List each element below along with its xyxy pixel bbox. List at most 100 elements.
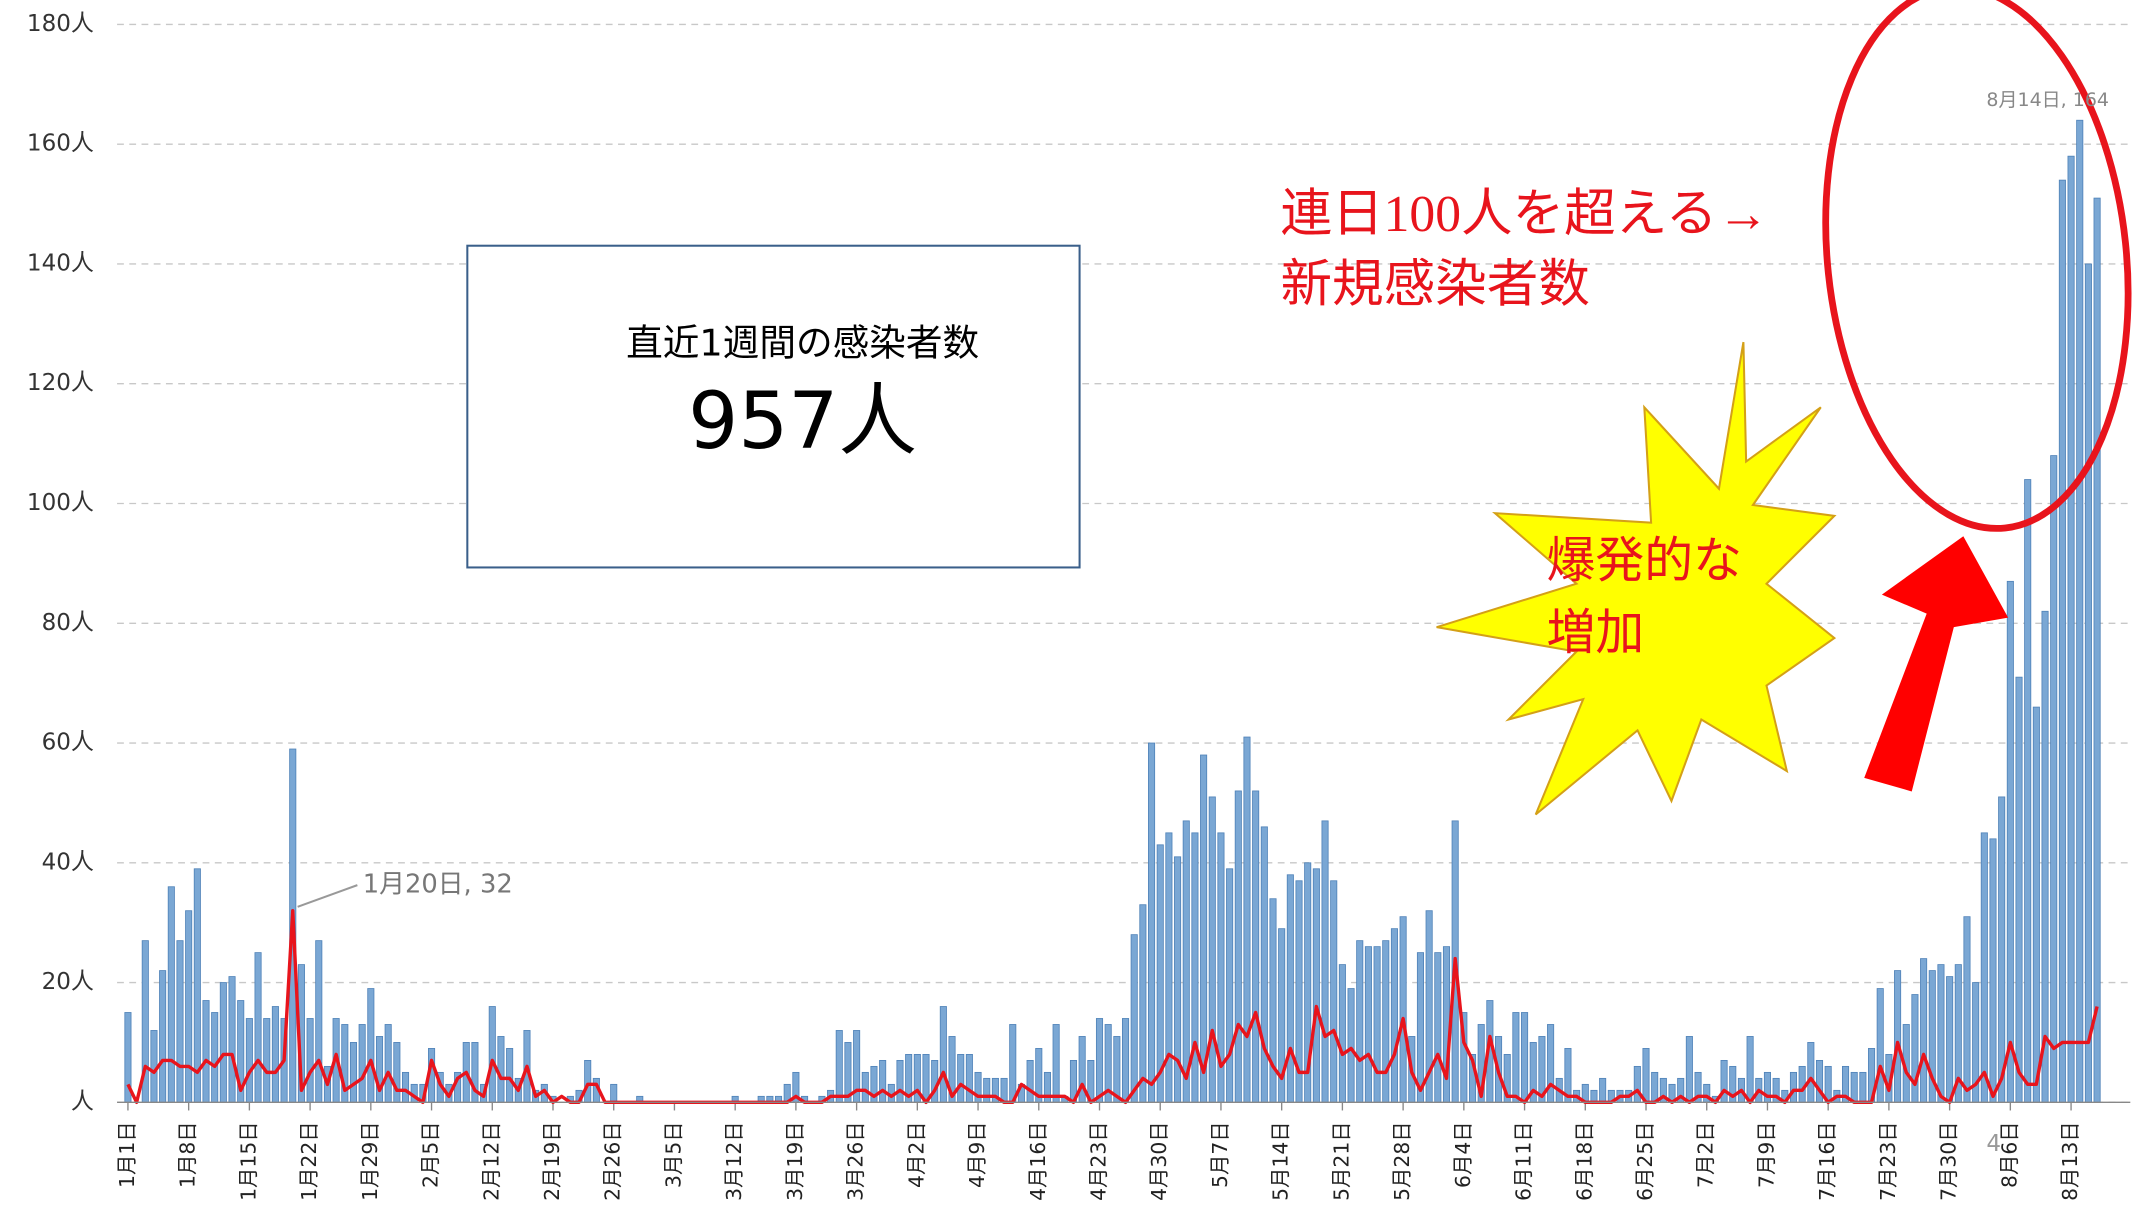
x-tick-label: 3月19日 xyxy=(783,1121,807,1201)
y-tick-label: 160人 xyxy=(27,131,94,157)
bar xyxy=(1999,797,2005,1102)
bar xyxy=(368,989,374,1103)
bar xyxy=(1096,1018,1102,1102)
bar xyxy=(1808,1042,1814,1102)
bar xyxy=(1261,827,1267,1102)
callout: 連日100人を超える→ xyxy=(1280,186,1768,243)
bar xyxy=(958,1054,964,1102)
bar xyxy=(1053,1024,1059,1102)
callout: 増加 xyxy=(1547,604,1645,661)
summary-value: 957人 xyxy=(688,375,917,467)
bar xyxy=(1938,965,1944,1103)
bar xyxy=(611,1084,617,1102)
bar xyxy=(1140,905,1146,1103)
x-tick-label: 1月15日 xyxy=(236,1121,260,1201)
bar xyxy=(177,941,183,1103)
x-tick-label: 3月12日 xyxy=(722,1121,746,1201)
bar xyxy=(1313,869,1319,1103)
x-tick-label: 5月28日 xyxy=(1390,1121,1414,1201)
bar xyxy=(272,1007,278,1103)
bar xyxy=(1600,1078,1606,1102)
bar xyxy=(1122,1018,1128,1102)
bar xyxy=(1391,929,1397,1103)
bar xyxy=(862,1072,868,1102)
bar xyxy=(1339,965,1345,1103)
x-tick-label: 6月11日 xyxy=(1512,1121,1536,1201)
bar xyxy=(1200,755,1206,1102)
bar xyxy=(2051,456,2057,1103)
bar xyxy=(1417,953,1423,1103)
bar xyxy=(151,1030,157,1102)
bar xyxy=(1114,1036,1120,1102)
bar xyxy=(212,1013,218,1103)
bar xyxy=(1148,743,1154,1102)
page-number: 4 xyxy=(1986,1131,2001,1157)
bar xyxy=(1322,821,1328,1102)
bar xyxy=(255,953,261,1103)
x-tick-label: 2月19日 xyxy=(540,1121,564,1201)
bar xyxy=(1920,959,1926,1103)
annotation: 8月14日, 164 xyxy=(1986,89,2109,111)
x-tick-label: 4月16日 xyxy=(1026,1121,1050,1201)
x-tick-label: 3月5日 xyxy=(661,1121,685,1188)
bar xyxy=(1634,1066,1640,1102)
bar xyxy=(1435,953,1441,1103)
bar xyxy=(203,1001,209,1103)
page: 人20人40人60人80人100人120人140人160人180人1月1日1月8… xyxy=(0,0,2132,1215)
x-tick-label: 7月30日 xyxy=(1937,1121,1961,1201)
bar xyxy=(1686,1036,1692,1102)
x-tick-label: 1月1日 xyxy=(115,1121,139,1188)
annotation-leader xyxy=(298,885,358,907)
bar xyxy=(359,1024,365,1102)
bar xyxy=(1157,845,1163,1102)
y-tick-label: 140人 xyxy=(27,250,94,276)
x-tick-label: 6月25日 xyxy=(1633,1121,1657,1201)
bar xyxy=(229,977,235,1103)
x-tick-label: 7月16日 xyxy=(1815,1121,1839,1201)
x-tick-label: 2月5日 xyxy=(419,1121,443,1188)
bar xyxy=(376,1036,382,1102)
bar xyxy=(246,1018,252,1102)
bar xyxy=(1183,821,1189,1102)
x-tick-label: 5月7日 xyxy=(1208,1121,1232,1188)
bar xyxy=(1383,941,1389,1103)
bar xyxy=(316,941,322,1103)
bar xyxy=(1747,1036,1753,1102)
bar xyxy=(160,971,166,1103)
bar xyxy=(1652,1072,1658,1102)
bar xyxy=(1131,935,1137,1103)
bar xyxy=(1591,1090,1597,1102)
x-tick-label: 5月14日 xyxy=(1269,1121,1293,1201)
bar xyxy=(385,1024,391,1102)
x-tick-label: 7月9日 xyxy=(1754,1121,1778,1188)
bar xyxy=(1947,977,1953,1103)
x-tick-label: 4月9日 xyxy=(965,1121,989,1188)
x-tick-label: 1月22日 xyxy=(297,1121,321,1201)
bar xyxy=(2025,480,2031,1103)
bar xyxy=(1513,1013,1519,1103)
bar xyxy=(1990,839,1996,1102)
bar xyxy=(1027,1060,1033,1102)
y-tick-label: 80人 xyxy=(42,610,94,636)
bar xyxy=(307,1018,313,1102)
bar xyxy=(1253,791,1259,1102)
x-tick-label: 8月13日 xyxy=(2058,1121,2082,1201)
bar xyxy=(1010,1024,1016,1102)
bar xyxy=(1365,947,1371,1103)
x-tick-label: 4月30日 xyxy=(1147,1121,1171,1201)
bar xyxy=(168,887,174,1103)
bar xyxy=(1400,917,1406,1103)
bar xyxy=(402,1072,408,1102)
x-tick-label: 1月29日 xyxy=(358,1121,382,1201)
annotation: 1月20日, 32 xyxy=(363,870,513,900)
bar xyxy=(1894,971,1900,1103)
y-tick-label: 人 xyxy=(71,1089,94,1115)
chart: 人20人40人60人80人100人120人140人160人180人1月1日1月8… xyxy=(0,0,2132,1215)
bar xyxy=(2033,707,2039,1102)
y-tick-label: 100人 xyxy=(27,490,94,516)
x-tick-label: 6月4日 xyxy=(1451,1121,1475,1188)
bar xyxy=(1877,989,1883,1103)
bar xyxy=(2094,198,2100,1102)
bar xyxy=(2016,677,2022,1102)
bar xyxy=(1912,995,1918,1103)
